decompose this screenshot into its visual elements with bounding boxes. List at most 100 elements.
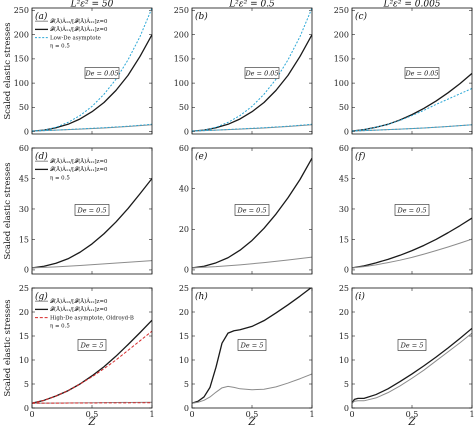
legend-label: High-De asymptote, Oldroyd-B	[50, 315, 134, 321]
plot-frame	[191, 7, 313, 135]
y-tick-label: 20	[19, 308, 29, 317]
y-tick-label: 45	[19, 174, 29, 183]
series-line-a11	[192, 288, 312, 404]
legend-label: 𝓕(Ā)Â₁₁/[𝓕(Ā)Â₁₁]z=0	[50, 306, 108, 313]
panel-e: 0 20 40 60 (e) De = 0.5	[179, 144, 313, 275]
y-tick-label: 150	[174, 55, 189, 64]
panel-g: 0 5 10 15 20 25 0 0.5 1 (g) De = 5	[19, 284, 155, 419]
y-tick-label: 250	[14, 6, 29, 15]
de-box	[397, 339, 427, 351]
series-line-a12	[32, 260, 152, 269]
plot-frame	[351, 7, 473, 135]
y-tick-label: 25	[339, 284, 349, 293]
de-box-label: De = 0.05	[84, 69, 118, 77]
de-box-label: De = 5	[240, 341, 264, 349]
series-line-a11	[32, 178, 152, 269]
y-tick-label: 0	[24, 127, 29, 136]
y-tick-label: 10	[179, 356, 189, 365]
x-axis-label: Z	[88, 417, 97, 428]
y-tick-label: 15	[339, 332, 349, 341]
de-box	[234, 204, 270, 216]
y-tick-label: 5	[24, 380, 29, 389]
de-box-label: De = 0.5	[237, 206, 267, 214]
x-axis-label: Z	[248, 417, 257, 428]
plot-frame	[191, 147, 313, 275]
legend-label: 𝓕(Ā)Â₁₂/[𝓕(Ā)Â₁₂]z=0	[50, 18, 108, 25]
de-box	[237, 339, 267, 351]
legend-label: 𝓕(Ā)Â₁₂/[𝓕(Ā)Â₁₂]z=0	[50, 158, 108, 165]
legend-label: η = 0.5	[50, 324, 70, 330]
series-line-a11	[32, 34, 152, 132]
panel-label: (f)	[355, 151, 366, 162]
y-tick-label: 0	[24, 266, 29, 275]
y-tick-label: 10	[339, 356, 349, 365]
y-tick-label: 60	[339, 144, 349, 153]
series-line-low_de	[352, 87, 472, 132]
y-tick-label: 30	[339, 205, 349, 214]
series-line-a11	[352, 327, 472, 404]
y-tick-label: 200	[334, 30, 349, 39]
y-tick-label: 20	[339, 308, 349, 317]
y-tick-label: 0	[184, 266, 189, 275]
y-tick-label: 0	[24, 404, 29, 413]
panel-label: (e)	[195, 151, 208, 162]
y-tick-label: 5	[344, 380, 349, 389]
series-line-a12	[352, 124, 472, 132]
column-title: L²ε² = 50	[70, 0, 114, 10]
series-line-low_de	[192, 8, 312, 132]
de-box-label: De = 0.05	[244, 69, 278, 77]
de-box-label: De = 5	[80, 341, 104, 349]
legend-label: 𝓕(Ā)Â₁₁/[𝓕(Ā)Â₁₁]z=0	[50, 166, 108, 173]
plot-frame	[31, 287, 153, 409]
panel-b: 0 50 100 150 200 250 (b) De = 0.05	[174, 6, 313, 136]
y-tick-label: 50	[339, 103, 349, 112]
panel-a: 0 50 100 150 200 250 (a) De = 0.05	[14, 6, 153, 136]
series-line-a12	[192, 256, 312, 269]
legend-row2: 𝓕(Ā)Â₁₂/[𝓕(Ā)Â₁₂]z=0𝓕(Ā)Â₁₁/[𝓕(Ā)Â₁₁]z=0…	[35, 298, 134, 330]
column-title: L²ε² = 0.5	[228, 0, 275, 10]
panel-c: 0 50 100 150 200 250 (c) De = 0.05	[334, 6, 473, 136]
y-tick-label: 15	[19, 332, 29, 341]
de-box-label: De = 0.05	[404, 69, 438, 77]
y-tick-label: 45	[339, 174, 349, 183]
y-tick-label: 200	[14, 30, 29, 39]
legend-label: Low-De asymptote	[50, 35, 101, 41]
y-tick-label: 15	[179, 332, 189, 341]
series-line-low_de	[32, 8, 152, 132]
x-tick-label: 0	[189, 410, 194, 419]
plot-frame	[31, 147, 153, 275]
panel-label: (b)	[195, 11, 208, 22]
panel-label: (c)	[355, 11, 368, 22]
x-tick-label: 0.5	[406, 410, 419, 419]
y-tick-label: 100	[334, 79, 349, 88]
y-tick-label: 0	[344, 266, 349, 275]
legend-label: 𝓕(Ā)Â₁₁/[𝓕(Ā)Â₁₁]z=0	[50, 26, 108, 33]
de-box	[74, 204, 110, 216]
panel-f: 0 15 30 45 60 (f) De = 0.5	[339, 144, 473, 275]
y-tick-label: 25	[179, 284, 189, 293]
de-box	[394, 204, 430, 216]
y-tick-label: 100	[14, 79, 29, 88]
x-tick-label: 0	[349, 410, 354, 419]
plot-frame	[191, 287, 313, 409]
plot-frame	[31, 7, 153, 135]
x-tick-label: 0.5	[86, 410, 99, 419]
y-tick-label: 60	[179, 144, 189, 153]
de-box-label: De = 0.5	[397, 206, 427, 214]
y-tick-label: 10	[19, 356, 29, 365]
de-box	[244, 67, 280, 79]
panel-label: (i)	[355, 291, 365, 302]
y-tick-label: 150	[14, 55, 29, 64]
y-tick-label: 20	[179, 225, 189, 234]
y-tick-label: 200	[174, 30, 189, 39]
y-tick-label: 15	[19, 235, 29, 244]
legend-label: η = 0.5	[50, 44, 70, 50]
panel-label: (d)	[35, 151, 48, 162]
x-tick-label: 0.5	[246, 410, 259, 419]
y-axis-label: Scaled elastic stresses	[3, 299, 13, 396]
y-tick-label: 60	[19, 144, 29, 153]
panel-d: 0 15 30 45 60 (d) De = 0.5	[19, 144, 153, 275]
x-tick-label: 1	[469, 410, 474, 419]
de-box	[77, 339, 107, 351]
y-tick-label: 0	[344, 127, 349, 136]
